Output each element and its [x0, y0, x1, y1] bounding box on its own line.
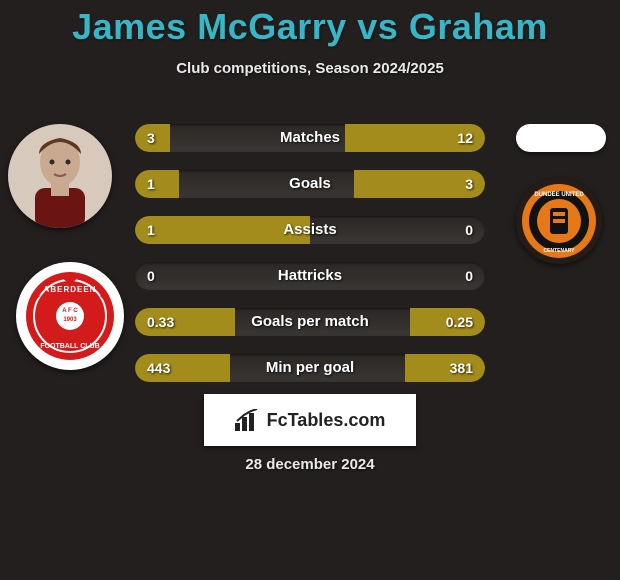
stat-row-hattricks: 0 Hattricks 0: [135, 262, 485, 290]
player-right-avatar-placeholder: [516, 124, 606, 152]
player-silhouette-icon: [15, 128, 105, 228]
stat-value-right: 381: [450, 354, 473, 382]
stat-row-goals: 1 Goals 3: [135, 170, 485, 198]
comparison-title: James McGarry vs Graham: [0, 0, 620, 48]
club-badge-right: DUNDEE UNITED CENTENARY: [516, 178, 602, 264]
stat-value-right: 3: [465, 170, 473, 198]
stat-value-right: 12: [457, 124, 473, 152]
svg-text:FOOTBALL CLUB: FOOTBALL CLUB: [40, 343, 99, 350]
stat-label: Matches: [135, 124, 485, 152]
stat-row-min-per-goal: 443 Min per goal 381: [135, 354, 485, 382]
dundee-united-crest-icon: DUNDEE UNITED CENTENARY: [520, 182, 598, 260]
svg-text:1903: 1903: [63, 317, 77, 323]
attribution-text: FcTables.com: [267, 410, 386, 431]
stat-label: Goals per match: [135, 308, 485, 336]
stat-row-goals-per-match: 0.33 Goals per match 0.25: [135, 308, 485, 336]
attribution-box: FcTables.com: [204, 394, 416, 446]
player-left-avatar: [8, 124, 112, 228]
bar-chart-icon: [235, 409, 261, 431]
stat-value-right: 0: [465, 216, 473, 244]
stat-label: Min per goal: [135, 354, 485, 382]
stat-label: Assists: [135, 216, 485, 244]
stats-container: 3 Matches 12 1 Goals 3 1 Assists 0 0 Hat…: [135, 124, 485, 400]
aberdeen-crest-icon: A F C 1903 ABERDEEN FOOTBALL CLUB: [22, 268, 118, 364]
svg-text:CENTENARY: CENTENARY: [544, 248, 576, 254]
comparison-subtitle: Club competitions, Season 2024/2025: [0, 60, 620, 77]
stat-row-matches: 3 Matches 12: [135, 124, 485, 152]
svg-text:A F C: A F C: [62, 308, 78, 314]
svg-text:DUNDEE UNITED: DUNDEE UNITED: [534, 192, 584, 198]
svg-text:ABERDEEN: ABERDEEN: [44, 285, 97, 294]
stat-label: Hattricks: [135, 262, 485, 290]
snapshot-date: 28 december 2024: [0, 456, 620, 473]
stat-row-assists: 1 Assists 0: [135, 216, 485, 244]
stat-value-right: 0.25: [446, 308, 473, 336]
stat-value-right: 0: [465, 262, 473, 290]
club-badge-left: A F C 1903 ABERDEEN FOOTBALL CLUB: [16, 262, 124, 370]
stat-label: Goals: [135, 170, 485, 198]
